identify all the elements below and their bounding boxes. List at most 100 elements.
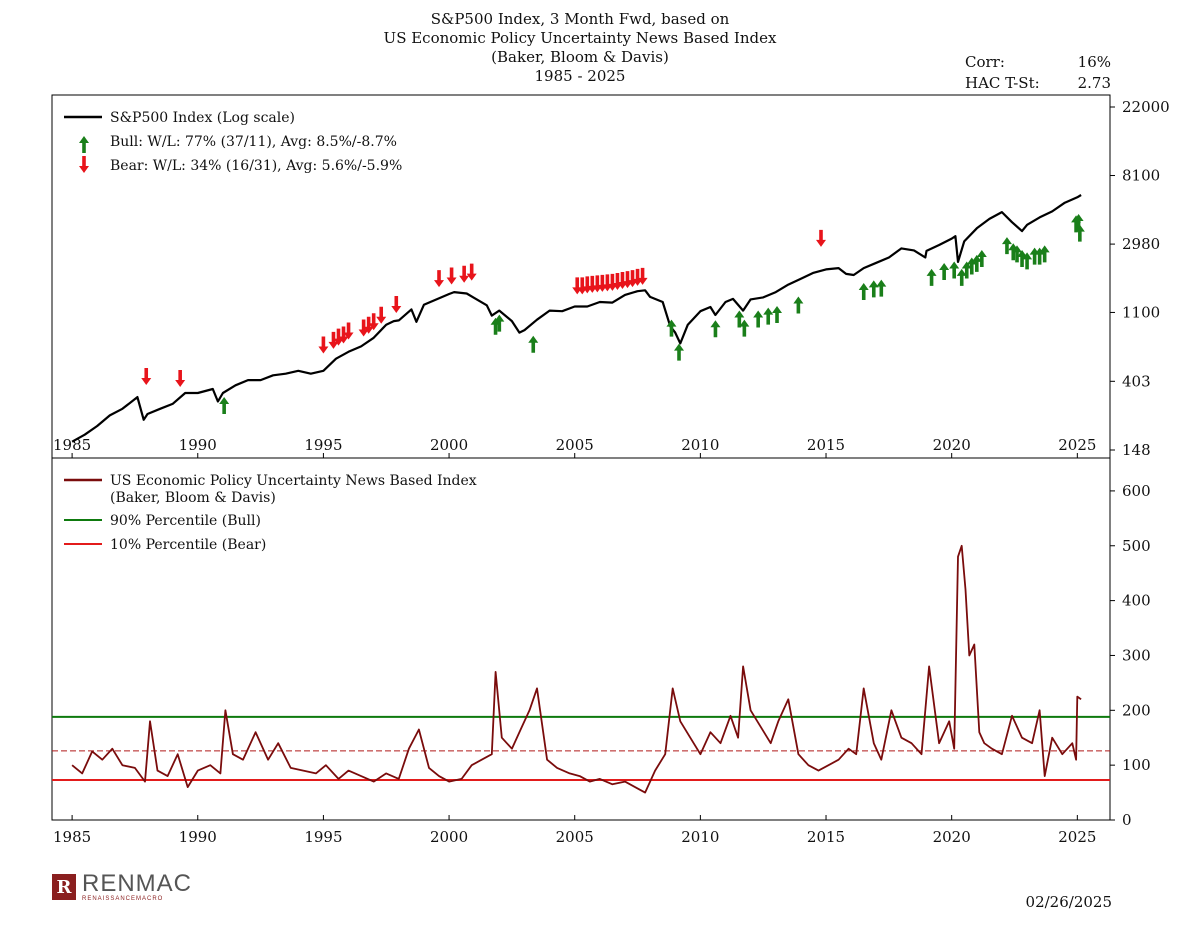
bear-arrow-shape (815, 229, 826, 247)
bear-arrow-shape (391, 295, 402, 313)
bull-arrow-shape (763, 307, 774, 325)
bull-signal (753, 310, 764, 328)
bull-arrow-shape (926, 268, 937, 286)
bull-signal (1001, 237, 1012, 255)
bear-signal (577, 277, 588, 295)
bull-arrow-shape (528, 335, 539, 353)
bear-signal (391, 295, 402, 313)
bull-signal (971, 254, 982, 272)
bear-signal (358, 319, 369, 337)
bull-signal (926, 268, 937, 286)
bull-arrow-shape (1039, 245, 1050, 263)
y-tick-label: 1100 (1122, 303, 1160, 321)
y-tick-label: 2980 (1122, 235, 1160, 253)
bear-arrow-shape (368, 313, 379, 331)
y-tick-label: 148 (1122, 441, 1151, 459)
bear-arrow-shape (612, 272, 623, 290)
tstat-value: 2.73 (1077, 74, 1111, 92)
bull-arrow-shape (971, 254, 982, 272)
bear-signal (627, 270, 638, 288)
bear-signal (637, 267, 648, 285)
report-date: 02/26/2025 (1025, 893, 1112, 911)
bear-arrow-shape (622, 271, 633, 289)
bull-arrow-shape (494, 314, 505, 332)
epu-panel: 1985 1990 1995 2000 2005 2010 2015 2020 2025 0 100… (51, 457, 1151, 846)
bear-arrow-shape (343, 322, 354, 340)
bull-signal (1074, 224, 1085, 242)
bull-arrow-shape (956, 268, 967, 286)
bull-arrow-shape (710, 320, 721, 338)
bull-signal (763, 307, 774, 325)
bear-signal (175, 369, 186, 387)
bear-arrow-shape (376, 306, 387, 324)
x-tick-label: 2015 (807, 436, 845, 454)
bull-signal (674, 343, 685, 361)
y-tick-label: 200 (1122, 701, 1151, 719)
bull-signal (772, 306, 783, 324)
bear-signal (333, 328, 344, 346)
bull-arrow-shape (876, 279, 887, 297)
bull-arrow-shape (961, 261, 972, 279)
bull-signal (1073, 213, 1084, 231)
bull-signal (976, 249, 987, 267)
x-tick-label: 1995 (304, 436, 342, 454)
logo-word: RENMAC (82, 870, 193, 897)
bull-signal (956, 268, 967, 286)
bull-signal (1012, 245, 1023, 263)
y-tick-label: 403 (1122, 372, 1151, 390)
bear-signal (815, 229, 826, 247)
bear-arrow-shape (617, 272, 628, 290)
x-tick-label: 2025 (1058, 436, 1096, 454)
bear-signal (343, 322, 354, 340)
bear-signal (434, 270, 445, 288)
bull-signal (710, 320, 721, 338)
bear-arrow-shape (577, 277, 588, 295)
bear-signal (466, 263, 477, 281)
bull-arrow-shape (666, 319, 677, 337)
bear-arrow-shape (637, 267, 648, 285)
x-tick-label: 2005 (556, 828, 594, 846)
bear-signal (318, 336, 329, 354)
x-tick-label: 2020 (933, 436, 971, 454)
corr-row: Corr: 16% (965, 52, 1111, 73)
bear-signal (612, 272, 623, 290)
x-tick-label: 1985 (53, 436, 91, 454)
y-tick-label: 600 (1122, 482, 1151, 500)
bear-arrow-shape (446, 267, 457, 285)
title-line-3: (Baker, Bloom & Davis) (491, 48, 669, 66)
x-tick-label: 2010 (681, 436, 719, 454)
tstat-label: HAC T-St: (965, 74, 1040, 92)
bear-arrow-shape (627, 270, 638, 288)
bear-arrow-shape (434, 270, 445, 288)
bull-signal (1017, 249, 1028, 267)
renmac-logo: R RENMAC RENAISSANCEMACRO (52, 872, 192, 902)
bear-signal (338, 326, 349, 344)
bull-arrow-shape (734, 310, 745, 328)
bear-arrow-shape (466, 263, 477, 281)
bull-signal (868, 280, 879, 298)
bull-signal (1039, 245, 1050, 263)
x-tick-label: 1985 (53, 828, 91, 846)
y-tick-label: 8100 (1122, 167, 1160, 185)
bear-arrow-shape (333, 328, 344, 346)
chart-title: S&P500 Index, 3 Month Fwd, based on US E… (330, 10, 830, 86)
legend-bear-icon (79, 156, 89, 173)
bull-arrow-shape (976, 249, 987, 267)
bear-signal (141, 368, 152, 386)
x-tick-label: 2025 (1058, 828, 1096, 846)
bear-signal (617, 272, 628, 290)
bull-arrow-shape (1073, 213, 1084, 231)
bear-arrow-shape (632, 268, 643, 286)
bear-signal (376, 306, 387, 324)
bull-signal (1022, 252, 1033, 270)
y-tick-label: 500 (1122, 537, 1151, 555)
bull-arrow-shape (1001, 237, 1012, 255)
logo-mark: R (52, 874, 76, 900)
corr-value: 16% (1077, 53, 1111, 71)
x-tick-label: 2000 (430, 828, 468, 846)
bear-arrow-shape (607, 273, 618, 291)
bear-arrow-shape (338, 326, 349, 344)
bear-signal (368, 313, 379, 331)
legend-bull-icon (79, 136, 89, 153)
bull-signal (939, 262, 950, 280)
